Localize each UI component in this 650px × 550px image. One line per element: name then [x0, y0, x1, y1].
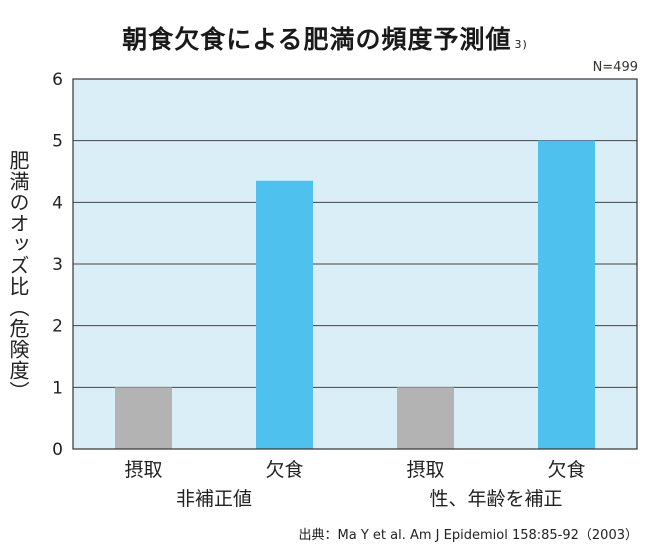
sample-size-annotation: N=499 [592, 60, 638, 75]
bar [397, 387, 454, 449]
y-tick-label: 1 [52, 378, 63, 398]
title-reference: 3) [514, 38, 528, 51]
x-category-label: 欠食 [265, 459, 303, 481]
chart-title-text: 朝食欠食による肥満の頻度予測値 [122, 25, 512, 54]
y-tick-label: 4 [52, 193, 63, 213]
bar [538, 140, 595, 449]
y-tick-label: 0 [52, 440, 63, 460]
x-group-label: 非補正値 [176, 488, 252, 510]
x-group-label: 性、年齢を補正 [429, 488, 562, 510]
y-axis-label: 肥満のオッズ比（危険度） [6, 150, 30, 402]
source-citation: 出典：Ma Y et al. Am J Epidemiol 158:85-92（… [298, 528, 638, 543]
x-category-label: 摂取 [124, 459, 162, 481]
x-category-label: 摂取 [406, 459, 444, 481]
y-tick-label: 5 [52, 132, 63, 152]
x-category-label: 欠食 [547, 459, 585, 481]
y-tick-label: 2 [52, 317, 63, 337]
bar [115, 387, 172, 449]
y-tick-label: 6 [52, 70, 63, 90]
plot-frame [72, 78, 638, 450]
y-tick-label: 3 [52, 255, 63, 275]
chart-title: 朝食欠食による肥満の頻度予測値 3) [0, 20, 650, 56]
bar [256, 180, 313, 449]
